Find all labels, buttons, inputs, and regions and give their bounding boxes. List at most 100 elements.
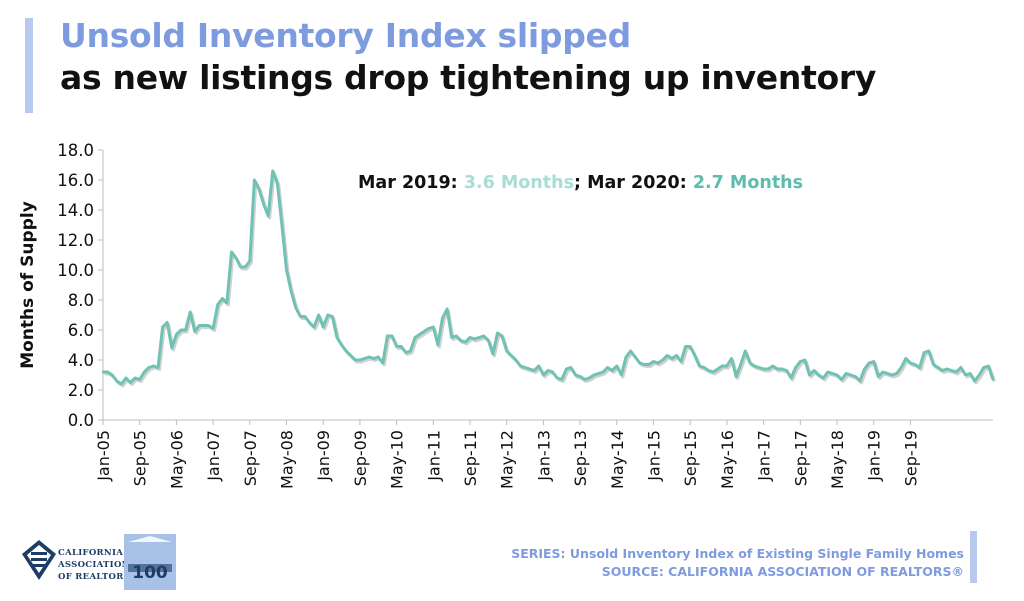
data-point [418,333,421,336]
data-point [771,364,774,368]
data-point [799,360,802,363]
data-point [900,366,903,369]
data-point [487,339,490,342]
data-point [367,355,371,359]
source-note: SOURCE: CALIFORNIA ASSOCIATION OF REALTO… [601,564,964,579]
data-point [253,178,256,182]
data-point [620,373,623,377]
data-point [656,361,660,365]
data-point [730,357,733,360]
data-point [101,370,105,374]
data-point [762,367,765,371]
data-point [482,334,485,338]
data-point [189,310,192,314]
data-point [514,358,518,362]
x-tick-label: May-14 [608,430,627,489]
logo-text-line-3: OF REALTORS® [58,572,139,582]
data-point [519,364,522,368]
data-point [152,364,155,368]
data-point [982,366,985,369]
data-point [528,367,531,371]
series [101,169,996,388]
data-point [560,378,563,381]
annotation-mar2020-label: Mar 2020: [587,173,693,193]
data-point [909,361,912,365]
data-point [744,349,747,353]
data-point [670,357,674,360]
title-line-2: as new listings drop tightening up inven… [60,58,877,97]
data-point [661,358,664,362]
y-tick-label: 4.0 [68,351,94,370]
data-point [684,345,687,348]
data-point [322,325,325,329]
data-point [124,376,128,380]
annotation-mar2020-value: 2.7 Months [693,173,803,193]
data-point [693,354,696,357]
y-tick-label: 12.0 [57,231,94,250]
data-point [230,250,233,254]
data-point [537,364,540,368]
data-point [129,381,132,384]
data-point [285,268,288,272]
data-point [578,375,582,378]
data-point [276,181,279,185]
x-tick-label: Sep-17 [791,430,810,486]
y-tick-label: 10.0 [57,261,94,280]
data-point [918,366,921,369]
x-tick-label: Sep-11 [461,430,480,486]
data-point [294,306,297,309]
data-point [344,349,348,353]
data-point [968,372,972,375]
y-tick-label: 14.0 [57,201,94,220]
data-point [588,376,591,380]
data-point [133,376,137,380]
data-point [950,369,953,372]
data-point [780,367,784,371]
data-point [858,379,862,383]
data-point [202,324,206,327]
x-tick-label: May-16 [718,430,737,489]
data-point [932,363,935,366]
data-point [207,324,210,327]
data-point [120,382,123,386]
data-point [679,360,683,363]
data-point [427,327,430,330]
data-point [643,363,646,366]
data-point [753,364,756,368]
data-point [473,337,476,341]
data-point [459,339,462,342]
footer-accent-bar [970,531,977,583]
data-point [822,376,825,380]
data-point [702,366,706,369]
data-point [652,360,655,363]
data-point [445,307,449,311]
x-tick-label: Sep-05 [131,430,150,486]
data-point [468,336,472,339]
data-point [491,352,495,356]
data-point [257,187,261,191]
data-point [757,366,761,369]
logo-text-line-1: CALIFORNIA [58,548,124,558]
annotation-mar2019-value: 3.6 Months [464,173,574,193]
data-point [890,373,894,377]
x-tick-label: May-12 [498,430,517,489]
data-point [179,328,183,332]
line-chart: 0.0 2.0 4.0 6.0 8.0 10.0 12.0 14.0 16.0 18.0 Jan-… [18,141,996,489]
data-point [845,372,848,375]
data-point [234,256,238,260]
y-tick-label: 16.0 [57,171,94,190]
data-point [923,351,926,354]
data-point [175,333,178,336]
data-point [147,366,151,369]
data-point [941,369,944,372]
data-point [707,369,710,372]
data-point [184,328,187,332]
data-point [138,378,141,381]
data-point [675,354,678,357]
data-point [978,373,981,377]
data-point [358,358,362,362]
data-point [395,345,398,348]
data-point [867,361,871,365]
data-point [634,355,637,359]
data-point [500,334,504,338]
